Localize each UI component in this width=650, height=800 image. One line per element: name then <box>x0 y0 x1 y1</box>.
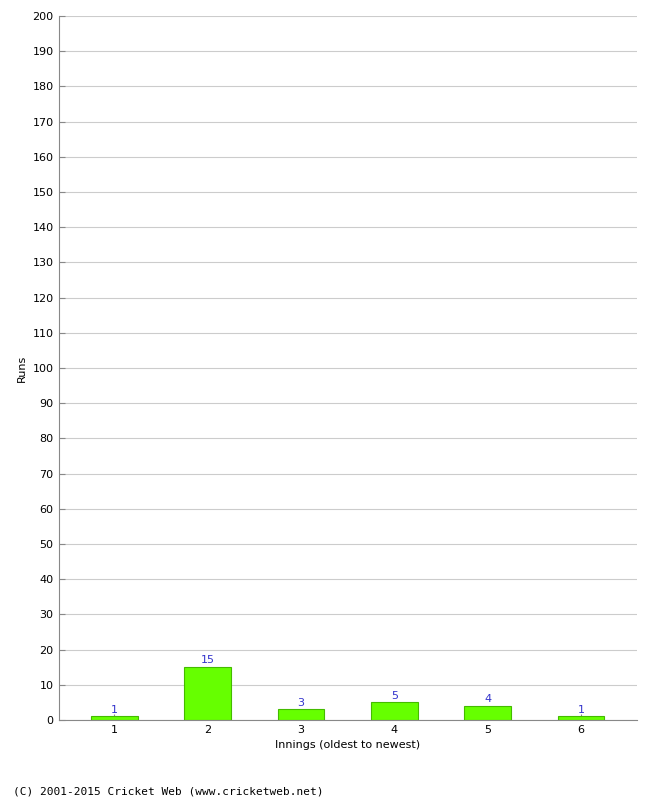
Text: 5: 5 <box>391 690 398 701</box>
Text: (C) 2001-2015 Cricket Web (www.cricketweb.net): (C) 2001-2015 Cricket Web (www.cricketwe… <box>13 786 324 796</box>
Bar <box>371 702 418 720</box>
X-axis label: Innings (oldest to newest): Innings (oldest to newest) <box>275 741 421 750</box>
Text: 15: 15 <box>201 655 214 666</box>
Text: 3: 3 <box>298 698 305 708</box>
Bar <box>91 717 138 720</box>
Y-axis label: Runs: Runs <box>17 354 27 382</box>
Text: 1: 1 <box>111 705 118 714</box>
Bar <box>558 717 605 720</box>
Text: 4: 4 <box>484 694 491 704</box>
Bar <box>464 706 511 720</box>
Text: 1: 1 <box>577 705 584 714</box>
Bar <box>185 667 231 720</box>
Bar <box>278 710 324 720</box>
